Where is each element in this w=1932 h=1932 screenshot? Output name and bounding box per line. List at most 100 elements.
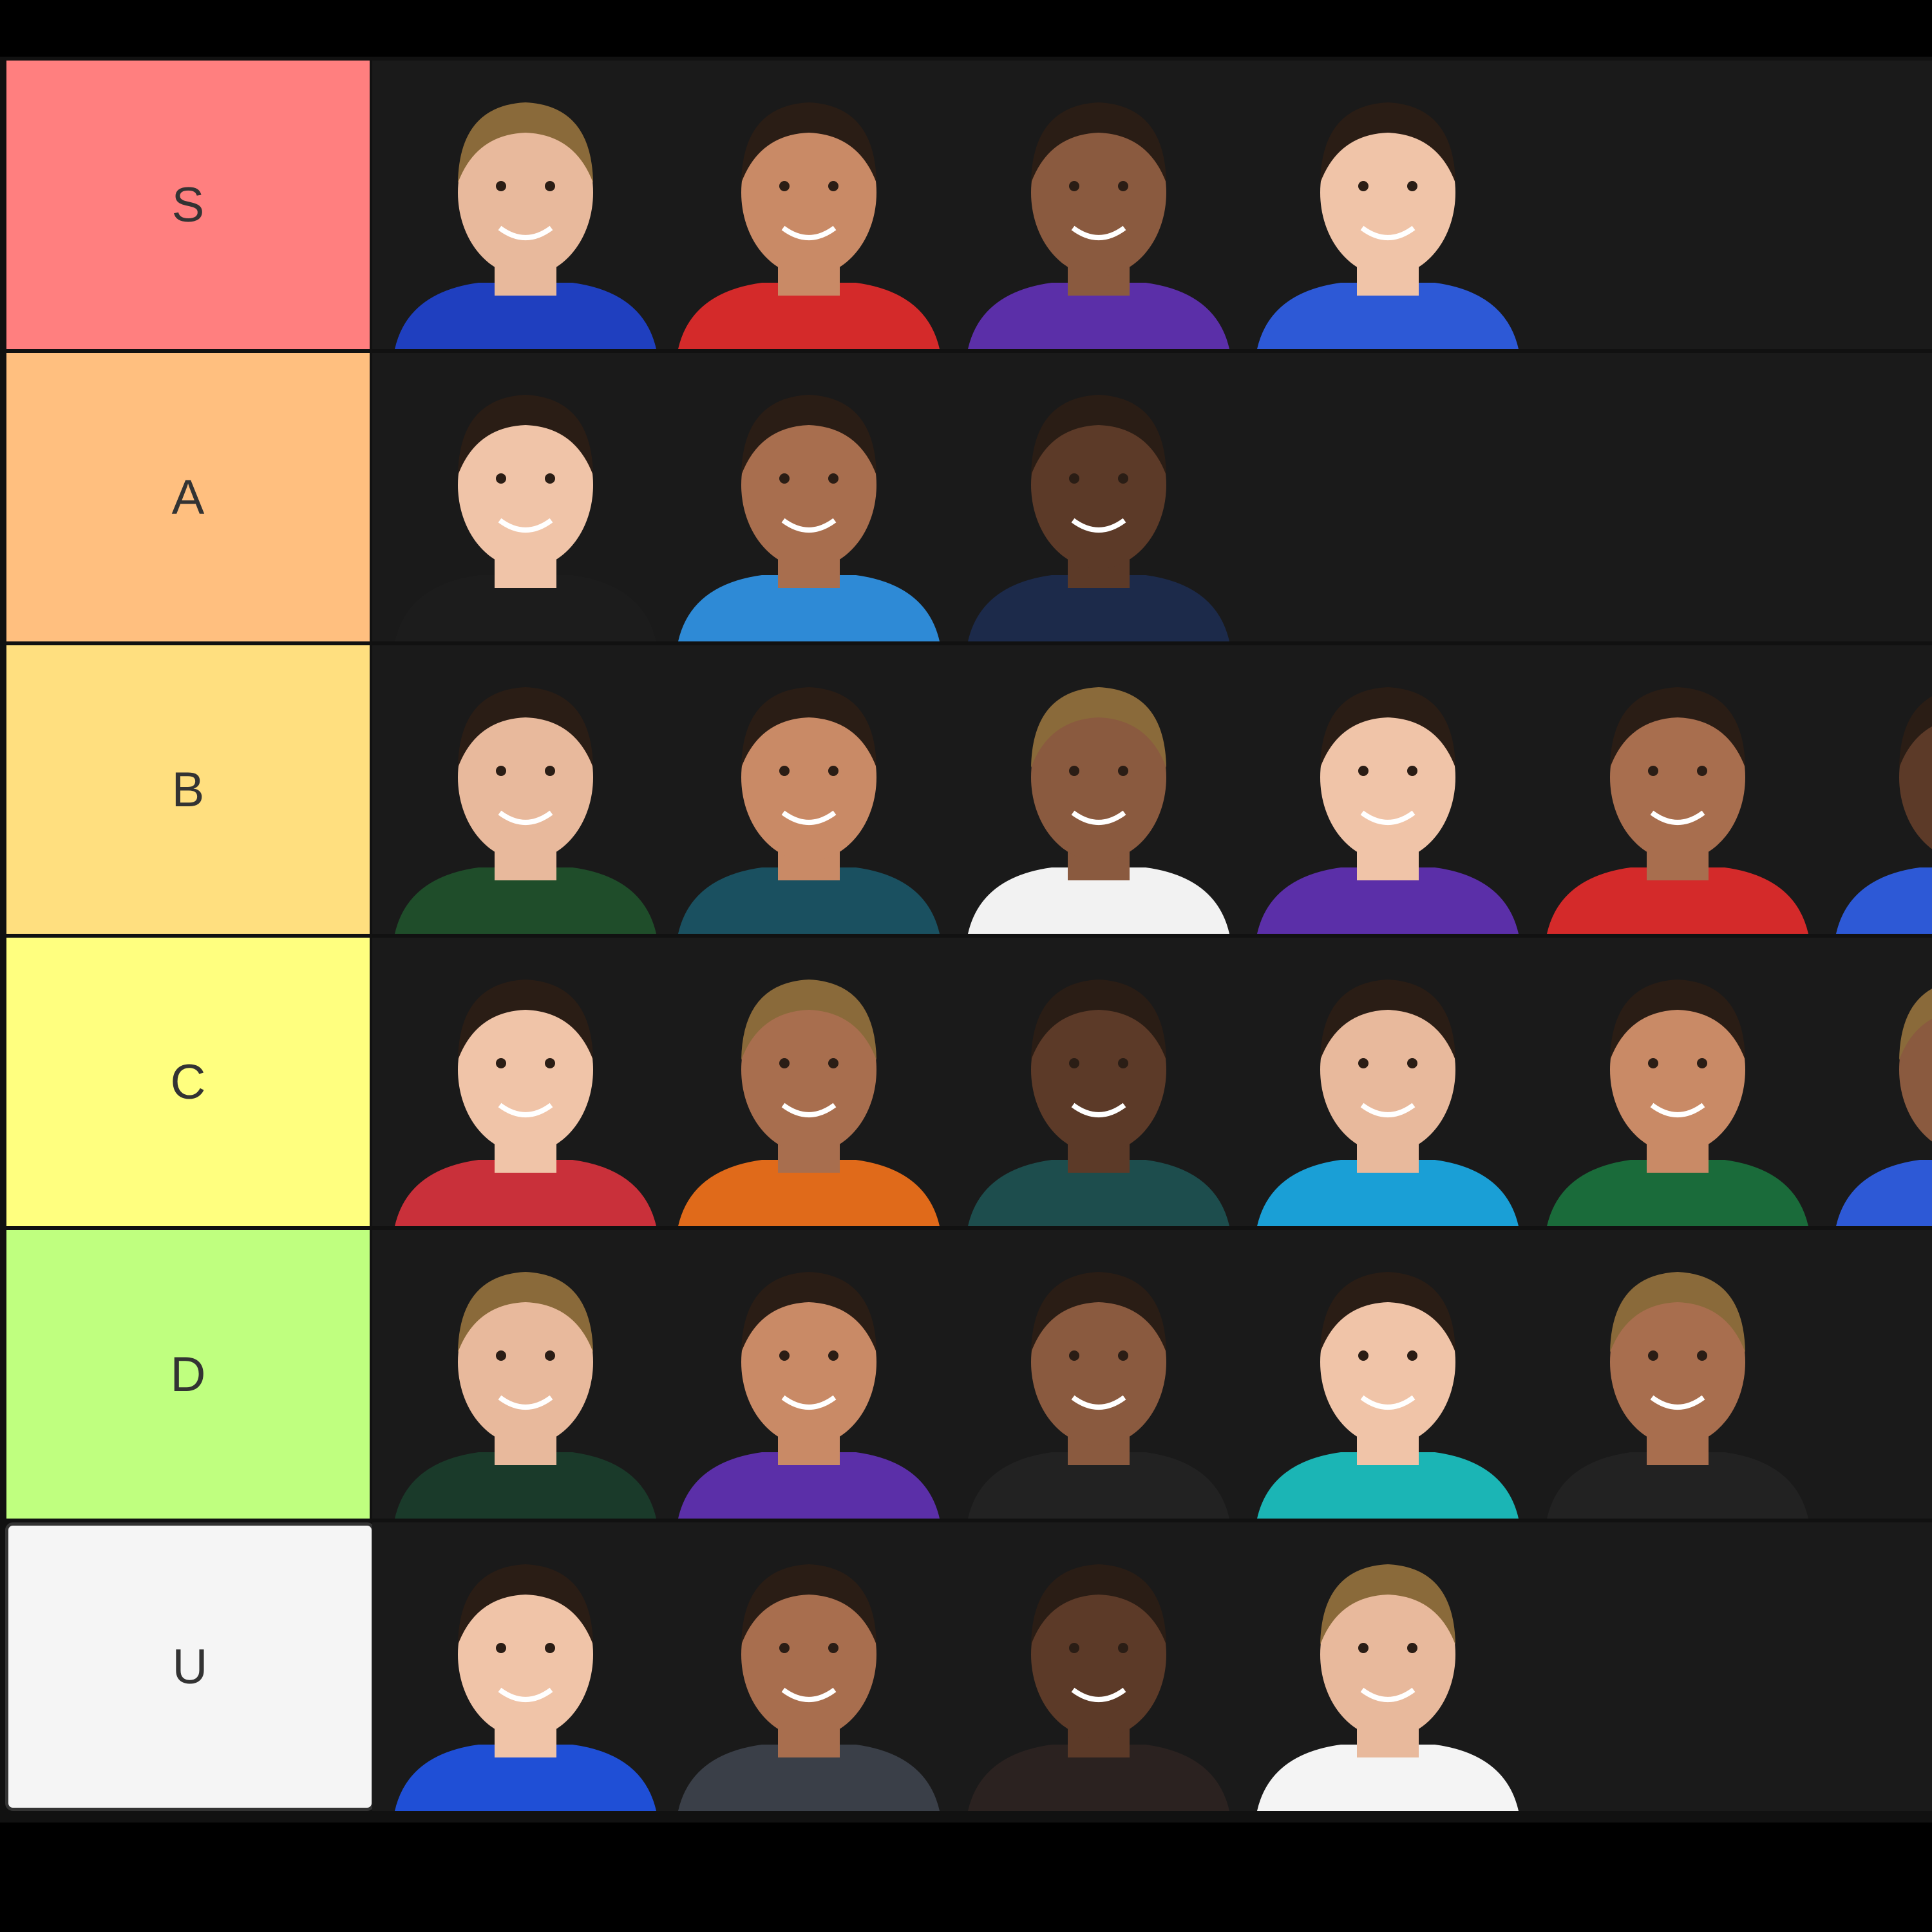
tier-row: D xyxy=(0,1229,1932,1520)
hair xyxy=(1610,1272,1745,1352)
face xyxy=(741,694,876,861)
smile xyxy=(1650,810,1705,825)
face xyxy=(1320,986,1455,1153)
tier-items xyxy=(372,938,1932,1226)
hair xyxy=(1031,687,1166,768)
eye xyxy=(1118,1350,1128,1361)
smile xyxy=(781,810,837,825)
smile xyxy=(1071,1687,1126,1702)
eye xyxy=(1069,1058,1079,1068)
hair xyxy=(458,980,593,1060)
face xyxy=(458,986,593,1153)
smile xyxy=(498,518,553,533)
player-photo xyxy=(1257,102,1519,349)
player-photo xyxy=(968,980,1229,1226)
eye xyxy=(1407,766,1417,776)
face xyxy=(1610,1278,1745,1446)
player-photo xyxy=(1547,1272,1808,1519)
tier-label: U xyxy=(5,1522,375,1811)
smile xyxy=(1360,1395,1416,1410)
player-photo xyxy=(395,395,656,641)
face xyxy=(1031,694,1166,861)
eye xyxy=(1118,181,1128,191)
eye xyxy=(1069,1643,1079,1653)
shirt xyxy=(1547,1452,1808,1519)
hair xyxy=(741,1564,876,1645)
shirt xyxy=(1257,1452,1519,1519)
face xyxy=(741,986,876,1153)
smile xyxy=(498,1687,553,1702)
face xyxy=(1031,986,1166,1153)
smile xyxy=(1650,1395,1705,1410)
player-photo xyxy=(1547,980,1808,1226)
face xyxy=(741,401,876,569)
player-photo xyxy=(395,980,656,1226)
eye xyxy=(545,181,555,191)
smile xyxy=(781,225,837,240)
eye xyxy=(1118,766,1128,776)
eye xyxy=(545,1643,555,1653)
smile xyxy=(781,1687,837,1702)
eye xyxy=(1648,1350,1658,1361)
player-photo xyxy=(968,1564,1229,1811)
face xyxy=(741,109,876,276)
face xyxy=(1031,109,1166,276)
eye xyxy=(496,1643,506,1653)
eye xyxy=(496,181,506,191)
shirt xyxy=(1257,1160,1519,1226)
eye xyxy=(1697,1058,1707,1068)
player-photo xyxy=(1836,696,1932,934)
hair xyxy=(458,1564,593,1645)
shirt xyxy=(968,1160,1229,1226)
smile xyxy=(1360,225,1416,240)
eye xyxy=(828,181,838,191)
eye xyxy=(828,1643,838,1653)
shirt xyxy=(1257,283,1519,349)
smile xyxy=(1360,810,1416,825)
smile xyxy=(1650,1103,1705,1117)
hair xyxy=(741,687,876,768)
shirt xyxy=(968,283,1229,349)
face xyxy=(741,1571,876,1738)
eye xyxy=(779,181,790,191)
player-photo xyxy=(968,1272,1229,1519)
shirt xyxy=(1836,1160,1932,1226)
eye xyxy=(1069,473,1079,484)
smile xyxy=(1071,225,1126,240)
player-photo xyxy=(678,687,940,934)
hair xyxy=(1899,989,1932,1060)
eye xyxy=(779,766,790,776)
player-photo xyxy=(1257,687,1519,934)
shirt xyxy=(395,867,656,934)
face xyxy=(1610,694,1745,861)
eye xyxy=(1358,1350,1368,1361)
eye xyxy=(1358,766,1368,776)
eye xyxy=(1069,1350,1079,1361)
player-photo xyxy=(678,102,940,349)
tier-label: B xyxy=(6,645,370,934)
tier-row: C xyxy=(0,936,1932,1227)
tier-items xyxy=(372,61,1932,349)
eye xyxy=(1407,1643,1417,1653)
hair xyxy=(1031,1564,1166,1645)
shirt xyxy=(968,575,1229,641)
eye xyxy=(1648,766,1658,776)
hair xyxy=(741,980,876,1060)
eye xyxy=(1118,473,1128,484)
eye xyxy=(1697,1350,1707,1361)
hair xyxy=(1320,687,1455,768)
shirt xyxy=(1547,1160,1808,1226)
shirt xyxy=(395,1160,656,1226)
smile xyxy=(781,1103,837,1117)
hair xyxy=(1031,395,1166,475)
eye xyxy=(496,1350,506,1361)
shirt xyxy=(1257,867,1519,934)
eye xyxy=(828,1058,838,1068)
eye xyxy=(1069,181,1079,191)
face xyxy=(1320,1571,1455,1738)
tier-items xyxy=(372,1522,1932,1811)
face xyxy=(458,1571,593,1738)
eye xyxy=(779,473,790,484)
